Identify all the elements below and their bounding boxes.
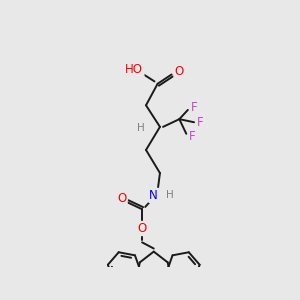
Text: F: F bbox=[191, 101, 197, 114]
Text: F: F bbox=[197, 116, 204, 129]
Text: O: O bbox=[117, 192, 127, 205]
Text: O: O bbox=[175, 65, 184, 78]
Text: N: N bbox=[149, 189, 158, 202]
Text: F: F bbox=[189, 130, 196, 142]
Text: HO: HO bbox=[125, 63, 143, 76]
Text: O: O bbox=[137, 222, 147, 235]
Text: H: H bbox=[137, 123, 145, 134]
Text: H: H bbox=[166, 190, 174, 200]
